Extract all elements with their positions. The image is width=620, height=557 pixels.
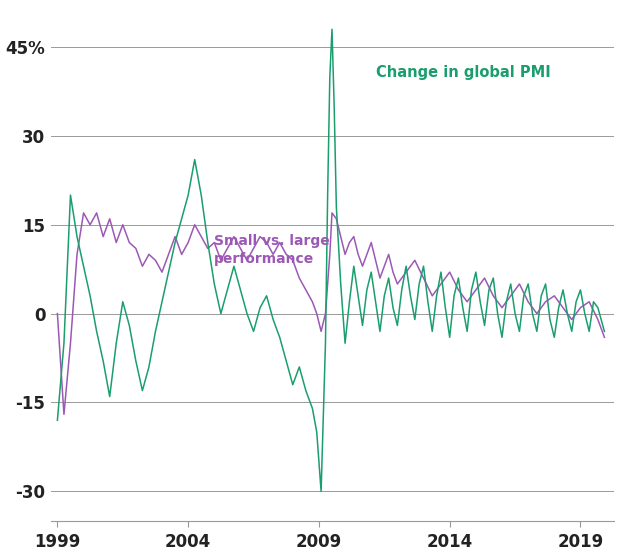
Text: Small vs. large
performance: Small vs. large performance [215,233,330,266]
Text: Change in global PMI: Change in global PMI [376,65,551,80]
